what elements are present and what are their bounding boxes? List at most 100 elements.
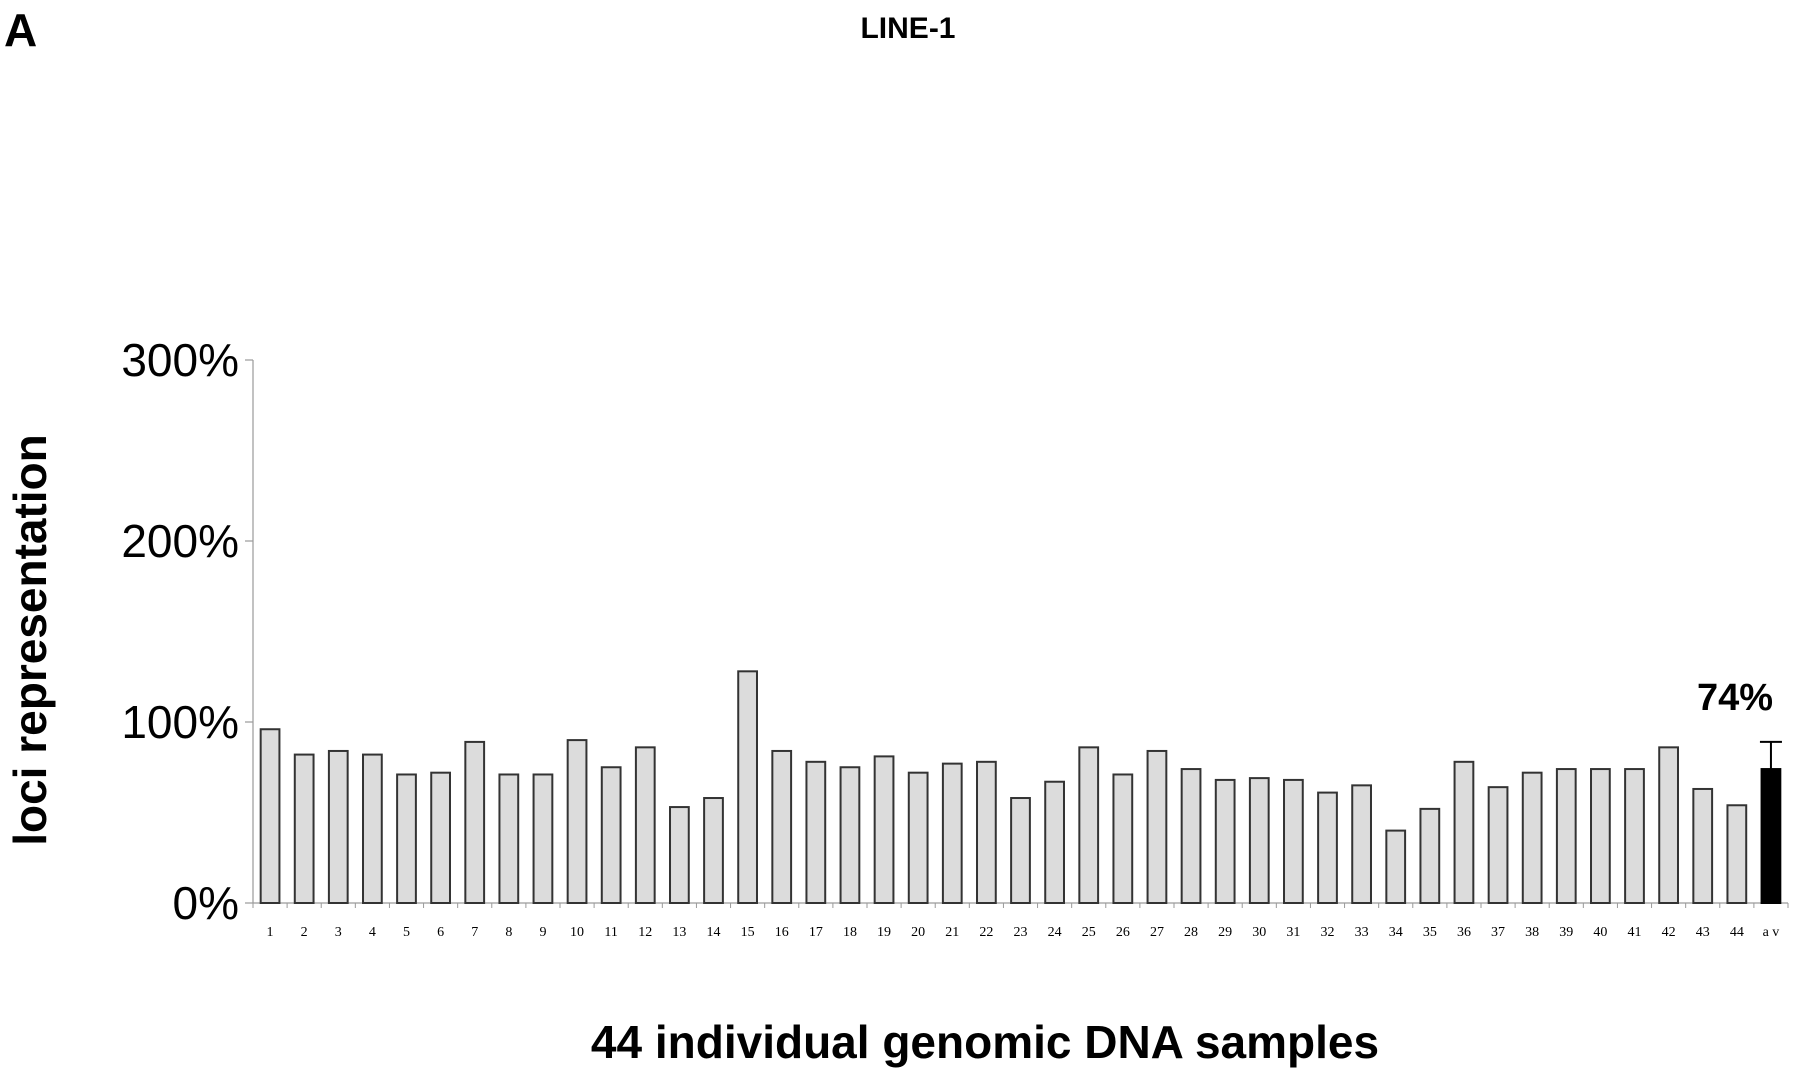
y-tick-label: 0%: [173, 877, 239, 929]
x-tick-label: 39: [1559, 925, 1573, 940]
x-tick-label: 9: [539, 925, 546, 940]
x-axis: 1 2 3 4 5 6 7 8 9 10 11 12 13 14 15 16 17 18 19 20 21 22 23 24 2…: [252, 902, 1789, 940]
bar: [1044, 780, 1065, 904]
bar: [396, 773, 417, 904]
x-axis-label: 44 individual genomic DNA samples: [591, 1016, 1379, 1068]
bar: [1453, 760, 1475, 904]
x-tick-label: 12: [638, 925, 652, 940]
x-tick-label: 20: [911, 925, 925, 940]
x-tick-label: 23: [1014, 925, 1028, 940]
x-tick-label: 37: [1491, 925, 1505, 940]
x-tick-label: a v: [1763, 925, 1780, 940]
x-tick-label: 11: [604, 925, 617, 940]
x-tick-label: 29: [1218, 925, 1232, 940]
bar: [1283, 778, 1304, 904]
x-tick-label: 40: [1593, 925, 1607, 940]
x-tick-label: 22: [979, 925, 993, 940]
y-tick-label: 200%: [121, 515, 239, 567]
x-tick-label: 44: [1730, 925, 1744, 940]
x-tick-label: 6: [437, 925, 444, 940]
x-tick-label: 31: [1286, 925, 1300, 940]
bar: [634, 746, 656, 905]
y-axis: 0% 100% 200% 300%: [121, 334, 254, 929]
x-tick-label: 15: [741, 925, 755, 940]
x-tick-label: 24: [1048, 925, 1062, 940]
x-tick-label: 34: [1389, 925, 1403, 940]
bar: [1146, 749, 1168, 905]
x-tick-label: 5: [403, 925, 410, 940]
bar: [1555, 768, 1577, 904]
x-tick-label: 27: [1150, 925, 1164, 940]
bar: [1385, 829, 1407, 904]
bars: [259, 670, 1782, 905]
x-tick-label: 32: [1321, 925, 1335, 940]
x-tick-label: 42: [1662, 925, 1676, 940]
y-axis-label: loci representation: [4, 434, 56, 846]
x-tick-label: 35: [1423, 925, 1437, 940]
bar: [1590, 768, 1611, 904]
bar: [293, 753, 315, 905]
x-tick-label: 38: [1525, 925, 1539, 940]
bar: [1624, 768, 1645, 904]
bar: [362, 753, 383, 905]
bar: [327, 749, 349, 905]
bar: [1180, 768, 1202, 904]
bar: [941, 762, 963, 904]
bar: [805, 760, 827, 904]
panel-label: A: [4, 4, 37, 56]
bar: [566, 739, 588, 904]
bar: [1010, 797, 1031, 905]
bar: [1658, 746, 1679, 905]
bar: [1419, 807, 1441, 905]
bar: [1248, 777, 1270, 904]
bar: [464, 740, 486, 904]
y-tick-label: 100%: [121, 696, 239, 748]
x-tick-label: 2: [301, 925, 308, 940]
x-tick-label: 13: [672, 925, 686, 940]
bar: [1726, 804, 1748, 905]
bar: [873, 755, 895, 905]
bar: [1112, 773, 1134, 904]
bar: [1078, 746, 1100, 905]
bar: [1521, 771, 1543, 904]
bar: [1487, 786, 1509, 904]
x-tick-label: 8: [505, 925, 512, 940]
bar: [669, 806, 690, 905]
x-tick-label: 36: [1457, 925, 1471, 940]
bar: [498, 773, 520, 904]
chart-title: LINE-1: [860, 12, 955, 45]
bar: [771, 749, 793, 905]
bar: [976, 760, 997, 904]
x-tick-label: 19: [877, 925, 891, 940]
x-tick-label: 18: [843, 925, 857, 940]
x-tick-label: 30: [1252, 925, 1266, 940]
bar: [600, 766, 622, 904]
x-tick-label: 3: [335, 925, 342, 940]
x-tick-label: 26: [1116, 925, 1130, 940]
x-tick-label: 33: [1355, 925, 1369, 940]
x-tick-label: 21: [945, 925, 959, 940]
bar: [737, 670, 758, 904]
bar: [259, 728, 281, 904]
bar: [907, 771, 929, 904]
bar: [703, 797, 724, 905]
x-tick-label: 41: [1628, 925, 1642, 940]
x-tick-label: 7: [471, 925, 478, 940]
y-tick-label: 300%: [121, 334, 239, 386]
bar: [1214, 778, 1236, 904]
bar: [532, 773, 554, 904]
x-tick-label: 17: [809, 925, 823, 940]
x-tick-label: 28: [1184, 925, 1198, 940]
average-annotation: 74%: [1697, 677, 1773, 719]
x-tick-label: 25: [1082, 925, 1096, 940]
x-tick-label: 10: [570, 925, 584, 940]
bar: [1351, 784, 1372, 904]
bar: [430, 771, 451, 904]
x-tick-label: 1: [267, 925, 274, 940]
x-tick-label: 16: [775, 925, 789, 940]
x-tick-label: 14: [707, 925, 721, 940]
bar: [1692, 787, 1714, 904]
x-tick-label: 43: [1696, 925, 1710, 940]
bar: [1317, 791, 1338, 905]
